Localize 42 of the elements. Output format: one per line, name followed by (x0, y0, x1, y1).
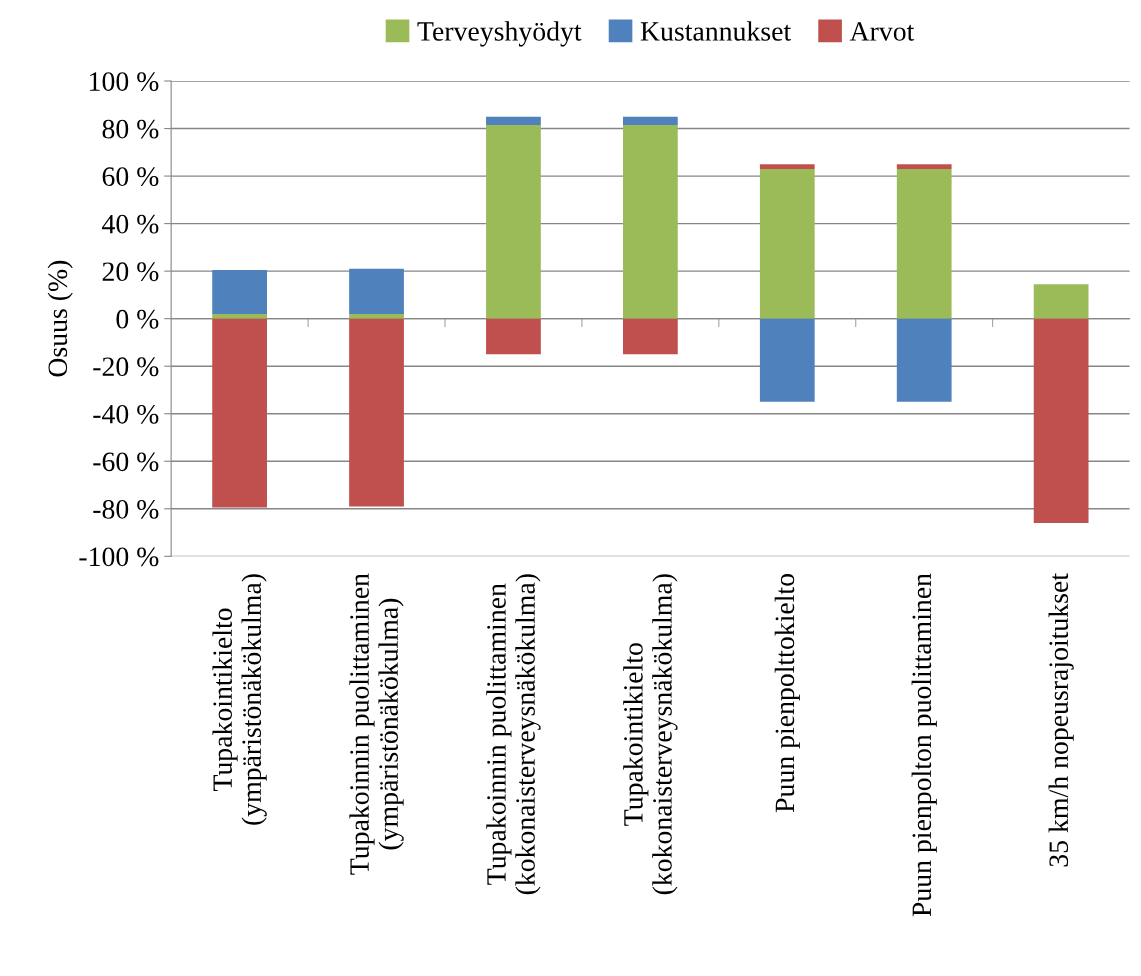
bar (759, 164, 815, 169)
bar (622, 318, 678, 355)
legend-label: Terveyshyödyt (417, 21, 582, 47)
bar (896, 318, 952, 402)
y-tick-label: -80 % (93, 499, 159, 519)
bar (349, 318, 404, 507)
legend-label: Arvot (849, 22, 915, 41)
legend-label: Kustannukset (640, 21, 792, 41)
y-tick-label: 40 % (102, 214, 159, 234)
x-tick-label: Puun pienpolttokielto (774, 574, 800, 813)
bar (759, 318, 815, 402)
bar (486, 318, 541, 355)
bar (212, 269, 267, 314)
bar (1033, 318, 1089, 524)
y-tick-label: 60 % (102, 167, 159, 187)
y-tick-label: 0 % (116, 309, 159, 329)
y-tick-label: 100 % (90, 72, 159, 92)
bar (486, 124, 541, 319)
x-tick-label: Puun pienpolton puolittaminen (911, 573, 937, 917)
x-tick-label: Tupakointikielto (ympäristönäkökulma) (212, 574, 267, 825)
y-tick-label: 80 % (102, 119, 159, 139)
bar (1033, 284, 1089, 319)
bar (212, 313, 267, 319)
y-axis-title: Osuus (%) (47, 260, 73, 377)
bar (349, 268, 404, 314)
y-tick-label: 20 % (102, 262, 159, 282)
y-tick-label: -40 % (93, 404, 159, 424)
bar (622, 116, 678, 125)
y-tick-label: -20 % (93, 357, 159, 377)
bar (486, 116, 541, 125)
x-tick-label: Tupakoinnin puolittaminen (kokonaisterveysnäkökulma) (486, 574, 541, 895)
bar (896, 164, 952, 169)
y-tick-label: -100 % (79, 547, 159, 567)
bar (349, 313, 404, 319)
bar (622, 124, 678, 319)
x-tick-label: Tupakoinnin puolittaminen (ympäristönäkökulma) (349, 573, 404, 875)
bar (212, 318, 267, 508)
bar (896, 168, 952, 319)
x-tick-label: 35 km/h nopeusrajoitukset (1048, 573, 1074, 867)
x-tick-label: Tupakointikielto (kokonaisterveysnäkökulma) (623, 574, 678, 895)
bar (759, 168, 815, 319)
y-tick-label: -60 % (93, 452, 159, 472)
